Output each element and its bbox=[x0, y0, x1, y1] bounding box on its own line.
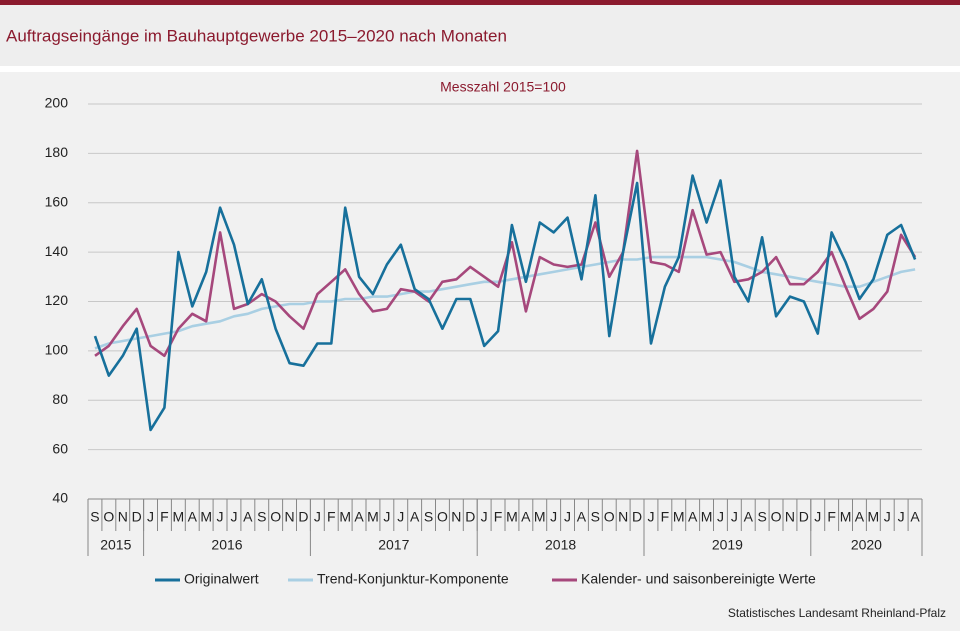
x-tick-label: N bbox=[618, 509, 628, 525]
legend-label: Trend-Konjunktur-Komponente bbox=[317, 571, 509, 587]
x-tick-label: S bbox=[90, 509, 99, 525]
x-tick-label: O bbox=[437, 509, 448, 525]
x-tick-label: M bbox=[200, 509, 212, 525]
y-tick-label: 120 bbox=[45, 292, 69, 308]
x-tick-label: M bbox=[173, 509, 185, 525]
x-tick-label: N bbox=[284, 509, 294, 525]
year-label: 2016 bbox=[211, 537, 242, 553]
x-tick-label: M bbox=[701, 509, 713, 525]
year-label: 2015 bbox=[100, 537, 131, 553]
x-tick-label: F bbox=[494, 509, 503, 525]
x-tick-label: M bbox=[506, 509, 518, 525]
year-label: 2017 bbox=[378, 537, 409, 553]
legend-label: Originalwert bbox=[184, 571, 259, 587]
x-tick-label: J bbox=[397, 509, 404, 525]
y-tick-label: 60 bbox=[52, 440, 68, 456]
x-tick-label: N bbox=[451, 509, 461, 525]
x-tick-label: J bbox=[564, 509, 571, 525]
x-tick-label: A bbox=[688, 509, 698, 525]
x-tick-label: S bbox=[424, 509, 433, 525]
x-tick-label: J bbox=[550, 509, 557, 525]
x-tick-label: J bbox=[217, 509, 224, 525]
x-tick-label: J bbox=[717, 509, 724, 525]
x-tick-label: M bbox=[673, 509, 685, 525]
x-tick-label: J bbox=[147, 509, 154, 525]
y-tick-label: 40 bbox=[52, 490, 68, 506]
x-tick-label: A bbox=[354, 509, 364, 525]
x-tick-label: J bbox=[383, 509, 390, 525]
x-tick-label: S bbox=[757, 509, 766, 525]
x-tick-label: M bbox=[367, 509, 379, 525]
series-line bbox=[93, 174, 917, 432]
x-tick-label: J bbox=[884, 509, 891, 525]
x-tick-label: A bbox=[410, 509, 420, 525]
y-tick-label: 200 bbox=[45, 95, 69, 111]
x-tick-label: F bbox=[160, 509, 169, 525]
x-tick-label: O bbox=[270, 509, 281, 525]
x-tick-label: D bbox=[465, 509, 475, 525]
x-tick-label: M bbox=[339, 509, 351, 525]
x-tick-label: J bbox=[314, 509, 321, 525]
x-tick-label: O bbox=[771, 509, 782, 525]
title-band bbox=[0, 5, 960, 66]
y-tick-label: 80 bbox=[52, 391, 68, 407]
x-tick-label: M bbox=[840, 509, 852, 525]
x-tick-label: F bbox=[827, 509, 836, 525]
x-tick-label: N bbox=[118, 509, 128, 525]
x-tick-label: A bbox=[521, 509, 531, 525]
x-tick-label: J bbox=[647, 509, 654, 525]
x-tick-label: O bbox=[604, 509, 615, 525]
x-tick-label: O bbox=[103, 509, 114, 525]
y-tick-label: 160 bbox=[45, 193, 69, 209]
series-line bbox=[94, 149, 917, 358]
top-bar bbox=[0, 0, 960, 5]
x-tick-label: D bbox=[298, 509, 308, 525]
x-tick-label: A bbox=[188, 509, 198, 525]
x-tick-label: M bbox=[868, 509, 880, 525]
x-tick-label: D bbox=[799, 509, 809, 525]
chart-subtitle: Messzahl 2015=100 bbox=[440, 79, 566, 95]
legend-label: Kalender- und saisonbereinigte Werte bbox=[581, 571, 816, 587]
x-tick-label: J bbox=[731, 509, 738, 525]
x-tick-label: F bbox=[327, 509, 336, 525]
x-tick-label: A bbox=[243, 509, 253, 525]
x-tick-label: F bbox=[661, 509, 670, 525]
x-tick-label: A bbox=[577, 509, 587, 525]
x-tick-label: A bbox=[910, 509, 920, 525]
x-tick-label: J bbox=[230, 509, 237, 525]
x-tick-label: A bbox=[744, 509, 754, 525]
year-label: 2018 bbox=[545, 537, 576, 553]
x-tick-label: N bbox=[785, 509, 795, 525]
x-tick-label: M bbox=[534, 509, 546, 525]
x-tick-label: S bbox=[591, 509, 600, 525]
y-tick-label: 180 bbox=[45, 144, 69, 160]
x-tick-label: S bbox=[257, 509, 266, 525]
source: Statistisches Landesamt Rheinland-Pfalz bbox=[728, 606, 946, 620]
year-label: 2019 bbox=[712, 537, 743, 553]
chart-title: Auftragseingänge im Bauhauptgewerbe 2015… bbox=[6, 26, 507, 45]
x-tick-label: A bbox=[855, 509, 865, 525]
x-tick-label: J bbox=[481, 509, 488, 525]
x-tick-label: J bbox=[814, 509, 821, 525]
year-label: 2020 bbox=[851, 537, 882, 553]
y-tick-label: 100 bbox=[45, 342, 69, 358]
y-tick-label: 140 bbox=[45, 243, 69, 259]
x-tick-label: D bbox=[132, 509, 142, 525]
x-tick-label: J bbox=[898, 509, 905, 525]
x-tick-label: D bbox=[632, 509, 642, 525]
